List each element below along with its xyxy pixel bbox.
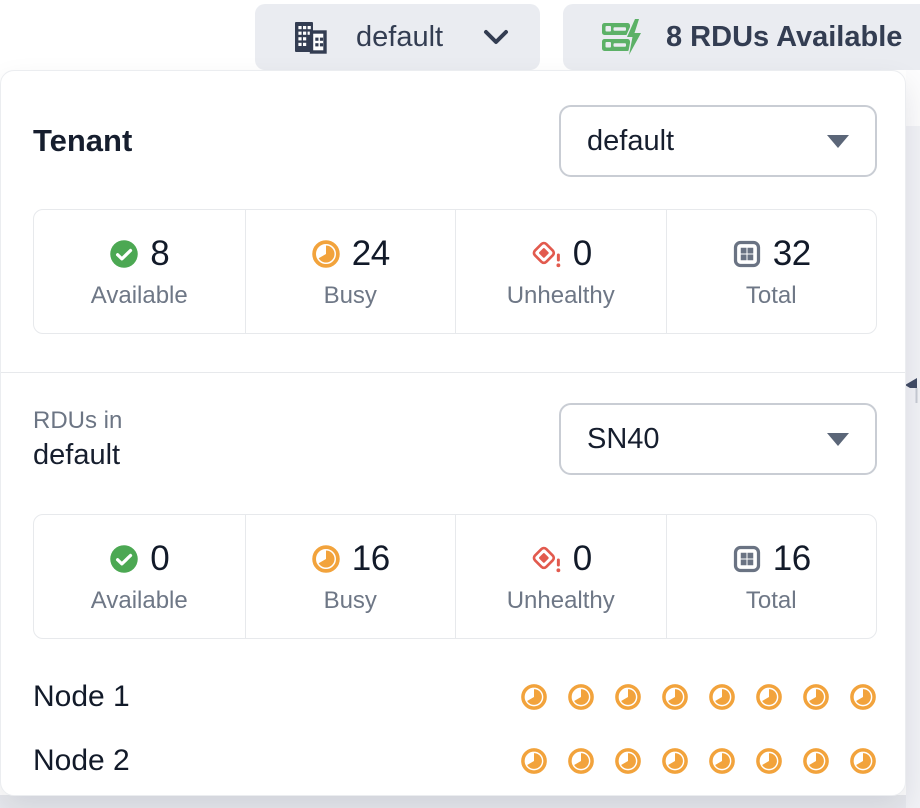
tenant-section-header: Tenant default [33, 105, 877, 177]
caret-down-icon [827, 432, 849, 446]
busy-pie-icon [850, 684, 876, 710]
stat-value: 16 [772, 538, 811, 578]
busy-pie-icon [521, 684, 547, 710]
tenant-select[interactable]: default [559, 105, 877, 177]
busy-pie-icon [803, 748, 829, 774]
stat-label: Busy [323, 281, 377, 309]
unhealthy-diamond-icon [530, 239, 562, 269]
scroll-track-segment [906, 70, 920, 126]
tenant-stats-row: 8 Available 24 Busy 0 Unhealthy [33, 209, 877, 334]
node-label: Node 2 [33, 744, 130, 777]
stat-value: 8 [150, 233, 170, 273]
stat-available: 8 Available [34, 210, 245, 333]
busy-pie-icon [521, 748, 547, 774]
busy-pie-icon [615, 684, 641, 710]
stat-value: 24 [351, 233, 390, 273]
stat-unhealthy: 0 Unhealthy [455, 515, 666, 638]
stat-busy: 16 Busy [244, 515, 456, 638]
busy-pie-icon [709, 748, 735, 774]
stat-value: 0 [572, 233, 592, 273]
busy-pie-icon [756, 684, 782, 710]
tenant-popover-panel: Tenant default 8 Available 24 Busy [0, 70, 906, 796]
tenant-select-value: default [587, 124, 675, 157]
cursor-flag-icon [905, 378, 918, 403]
unhealthy-diamond-icon [530, 544, 562, 574]
node-label: Node 1 [33, 680, 130, 713]
rdus-in-line2: default [33, 438, 121, 471]
rdus-in-label: RDUs in default [33, 403, 122, 475]
busy-pie-icon [756, 748, 782, 774]
total-grid-icon [733, 240, 760, 267]
busy-pie-icon [615, 748, 641, 774]
busy-pie-icon [709, 684, 735, 710]
rdu-select-value: SN40 [587, 422, 660, 455]
busy-pie-icon [803, 684, 829, 710]
busy-pie-icon [662, 684, 688, 710]
node-row: Node 1 [33, 673, 877, 721]
node-rdu-icons [520, 747, 877, 775]
rdus-available-label: 8 RDUs Available [666, 20, 903, 53]
building-icon [295, 22, 327, 54]
total-grid-icon [733, 545, 760, 572]
stat-value: 0 [572, 538, 592, 578]
busy-pie-icon [568, 684, 594, 710]
stat-label: Total [745, 281, 797, 309]
topbar: default 8 RDUs Available [0, 0, 920, 70]
stat-total: 16 Total [665, 515, 877, 638]
caret-down-icon [827, 134, 849, 148]
rdus-in-line1: RDUs in [33, 407, 123, 434]
stat-value: 0 [150, 538, 170, 578]
available-check-icon [109, 238, 140, 269]
section-divider [1, 372, 905, 373]
stat-label: Total [745, 586, 797, 614]
stat-value: 32 [772, 233, 811, 273]
chevron-down-icon [484, 29, 509, 44]
stat-label: Unhealthy [506, 281, 615, 309]
stat-label: Unhealthy [506, 586, 615, 614]
stat-label: Available [90, 281, 188, 309]
busy-pie-icon [662, 748, 688, 774]
tenant-title: Tenant [33, 123, 133, 158]
available-check-icon [109, 543, 140, 574]
rdu-section-header: RDUs in default SN40 [33, 403, 877, 479]
rdu-node-select[interactable]: SN40 [559, 403, 877, 475]
stat-value: 16 [351, 538, 390, 578]
page-background-strip [0, 795, 920, 808]
rdus-available-button[interactable]: 8 RDUs Available [563, 4, 920, 70]
stat-label: Available [90, 586, 188, 614]
node-row: Node 2 [33, 737, 877, 785]
rdu-status-icon [602, 18, 644, 56]
stat-unhealthy: 0 Unhealthy [455, 210, 666, 333]
node-rdu-icons [520, 683, 877, 711]
stat-busy: 24 Busy [244, 210, 456, 333]
busy-pie-icon [312, 544, 340, 573]
stat-available: 0 Available [34, 515, 245, 638]
busy-pie-icon [568, 748, 594, 774]
tenant-dropdown-label: default [356, 20, 444, 53]
busy-pie-icon [312, 239, 340, 268]
stat-label: Busy [323, 586, 377, 614]
rdu-stats-row: 0 Available 16 Busy 0 Unhealthy [33, 514, 877, 639]
page-scroll-strip[interactable] [905, 70, 920, 808]
stat-total: 32 Total [665, 210, 877, 333]
busy-pie-icon [850, 748, 876, 774]
tenant-dropdown-button[interactable]: default [255, 4, 540, 70]
